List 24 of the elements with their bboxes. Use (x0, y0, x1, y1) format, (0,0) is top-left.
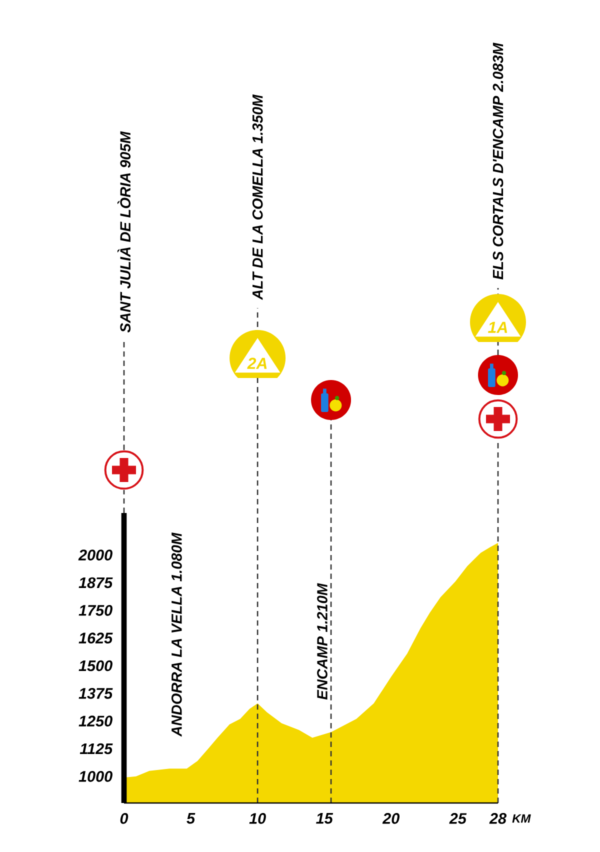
x-axis-title: KM (512, 814, 531, 823)
text: 1A (488, 322, 508, 333)
y-tick-label: 1125 (80, 743, 113, 754)
y-tick-label: 1250 (78, 716, 112, 727)
y-tick-label: 1625 (78, 632, 113, 644)
x-tick-label: 0 (120, 813, 128, 824)
x-tick-label: 10 (249, 813, 266, 824)
y-tick-label: 1375 (78, 688, 113, 699)
annotation: ENCAMP 1.210M (317, 583, 328, 700)
x-tick-label: 5 (186, 813, 196, 824)
annotation: ANDORRA LA VELLA 1.080M (171, 532, 182, 737)
ref-line-label: ELS CORTALS D'ENCAMP 2.083M (492, 42, 504, 280)
y-tick-label: 1500 (78, 660, 112, 672)
ref-line-label: ALT DE LA COMELLA 1.350M (252, 94, 263, 300)
y-tick-label: 1000 (78, 771, 112, 782)
y-tick-label: 2000 (78, 550, 112, 560)
y-tick-label: 1875 (78, 577, 113, 588)
ref-line-label: SANT JULIÀ DE LÒRIA 905M (117, 131, 131, 333)
x-tick-label: 20 (382, 813, 400, 824)
y-tick-label: 1750 (78, 604, 112, 616)
text: 2A (247, 358, 267, 369)
x-tick-label: 15 (316, 813, 334, 824)
x-tick-label: 28 (489, 813, 507, 824)
x-tick-label: 25 (449, 813, 467, 824)
